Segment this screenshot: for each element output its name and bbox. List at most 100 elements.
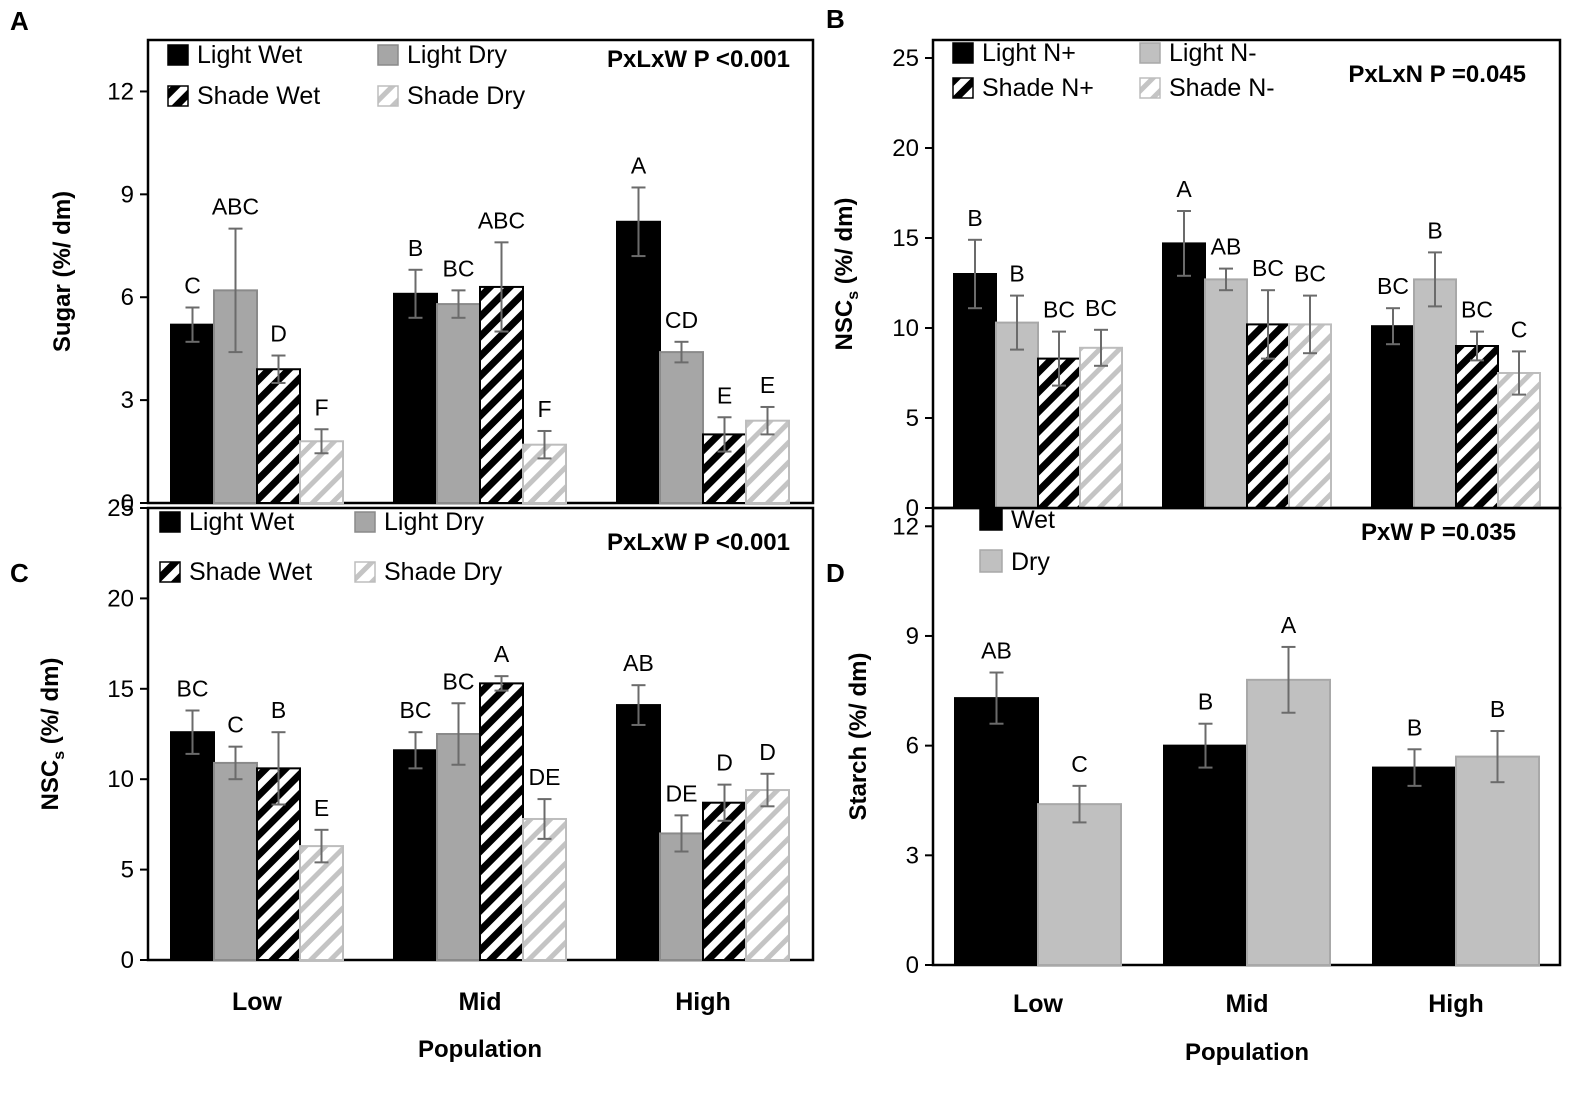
x-axis-title: Population: [418, 1036, 542, 1063]
legend-swatch: [952, 42, 974, 64]
significance-letter: E: [760, 372, 775, 398]
legend-swatch: [377, 44, 399, 66]
bar: [745, 789, 790, 961]
y-tick-label: 25: [107, 495, 134, 522]
legend-entry: Shade Wet: [197, 82, 320, 110]
y-tick-label: 3: [121, 387, 134, 414]
significance-letter: E: [717, 382, 732, 408]
y-tick-label: 20: [892, 135, 919, 162]
legend-swatch: [167, 85, 189, 107]
legend-entry: Shade Wet: [189, 558, 312, 586]
significance-letter: A: [1176, 176, 1192, 202]
legend-swatch: [952, 77, 974, 99]
significance-letter: A: [494, 641, 510, 667]
significance-letter: C: [1071, 751, 1088, 777]
legend-entry: Light Wet: [189, 508, 294, 536]
legend-entry: Shade N+: [982, 74, 1094, 102]
significance-letter: DE: [529, 764, 561, 790]
legend-entry: Shade Dry: [384, 558, 503, 586]
significance-letter: AB: [981, 638, 1012, 664]
legend-swatch: [354, 511, 376, 533]
chart-panel-B: B 0 5 10 15 20 25 NSCs (%/ dm) PxLxN P =0.045 Lig…: [826, 4, 1562, 522]
legend-entry: Wet: [1011, 506, 1055, 534]
legend-entry: Light Dry: [384, 508, 485, 536]
legend-entry: Dry: [1011, 548, 1050, 576]
stat-label: PxW P =0.035: [1361, 519, 1516, 546]
significance-letter: F: [537, 396, 551, 422]
y-tick-label: 9: [121, 181, 134, 208]
legend-swatch: [979, 507, 1003, 531]
significance-letter: AB: [623, 650, 654, 676]
x-tick-label: Low: [232, 988, 283, 1016]
bar: [1413, 278, 1457, 509]
significance-letter: B: [1427, 217, 1442, 243]
bar: [1455, 345, 1499, 509]
y-tick-label: 3: [906, 842, 919, 869]
bar: [954, 697, 1039, 966]
significance-letter: BC: [1461, 297, 1493, 323]
bar: [1163, 744, 1248, 967]
y-tick-label: 9: [906, 623, 919, 650]
bar: [213, 761, 258, 961]
significance-letter: F: [314, 394, 328, 420]
significance-letter: BC: [1252, 255, 1284, 281]
bar: [170, 323, 215, 505]
significance-letter: BC: [443, 668, 475, 694]
panel-letter: A: [10, 6, 29, 36]
y-tick-label: 20: [107, 585, 134, 612]
bar: [1371, 325, 1415, 510]
significance-letter: BC: [443, 255, 475, 281]
significance-letter: B: [271, 697, 286, 723]
significance-letter: BC: [1085, 295, 1117, 321]
stat-label: PxLxW P <0.001: [607, 529, 790, 556]
x-tick-label: High: [675, 988, 731, 1016]
legend-swatch: [159, 511, 181, 533]
bar: [393, 749, 438, 961]
bar: [1246, 678, 1331, 966]
bar: [1162, 242, 1206, 509]
significance-letter: C: [227, 712, 244, 738]
significance-letter: B: [1198, 689, 1213, 715]
significance-letter: C: [1511, 316, 1528, 342]
bar: [616, 220, 661, 505]
chart-panel-A: A 0 3 6 9 12 Sugar (%/ dm) PxLxW P <0.001 Light …: [10, 6, 815, 517]
stat-label: PxLxN P =0.045: [1348, 61, 1526, 88]
bar: [659, 351, 704, 504]
x-axis-title: Population: [1185, 1039, 1309, 1066]
x-tick-label: High: [1428, 990, 1484, 1018]
significance-letter: ABC: [212, 194, 259, 220]
y-tick-label: 5: [121, 857, 134, 884]
y-axis-title: Sugar (%/ dm): [49, 191, 76, 352]
legend-swatch: [167, 44, 189, 66]
bar: [522, 817, 567, 962]
y-tick-label: 10: [892, 315, 919, 342]
bar: [479, 682, 524, 961]
legend-entry: Light N-: [1169, 39, 1257, 67]
legend-entry: Light Wet: [197, 41, 302, 69]
y-tick-label: 0: [906, 495, 919, 522]
significance-letter: BC: [1294, 261, 1326, 287]
significance-letter: BC: [400, 697, 432, 723]
legend-swatch: [1139, 42, 1161, 64]
significance-letter: A: [631, 152, 647, 178]
y-tick-label: 15: [107, 676, 134, 703]
y-axis-title: NSCs (%/ dm): [831, 198, 862, 351]
bar: [1455, 755, 1540, 966]
bar: [1372, 766, 1457, 966]
significance-letter: B: [1407, 714, 1422, 740]
y-tick-label: 0: [906, 952, 919, 979]
significance-letter: BC: [177, 675, 209, 701]
significance-letter: C: [184, 273, 201, 299]
bar: [479, 285, 524, 504]
significance-letter: AB: [1211, 234, 1242, 260]
bar: [393, 292, 438, 505]
bar: [616, 704, 661, 962]
significance-letter: D: [759, 739, 776, 765]
y-axis-title: NSCs (%/ dm): [37, 658, 68, 811]
significance-letter: E: [314, 795, 329, 821]
legend-swatch: [377, 85, 399, 107]
y-tick-label: 12: [892, 513, 919, 540]
significance-letter: A: [1281, 612, 1297, 638]
legend-swatch: [354, 561, 376, 583]
bar: [702, 801, 747, 961]
